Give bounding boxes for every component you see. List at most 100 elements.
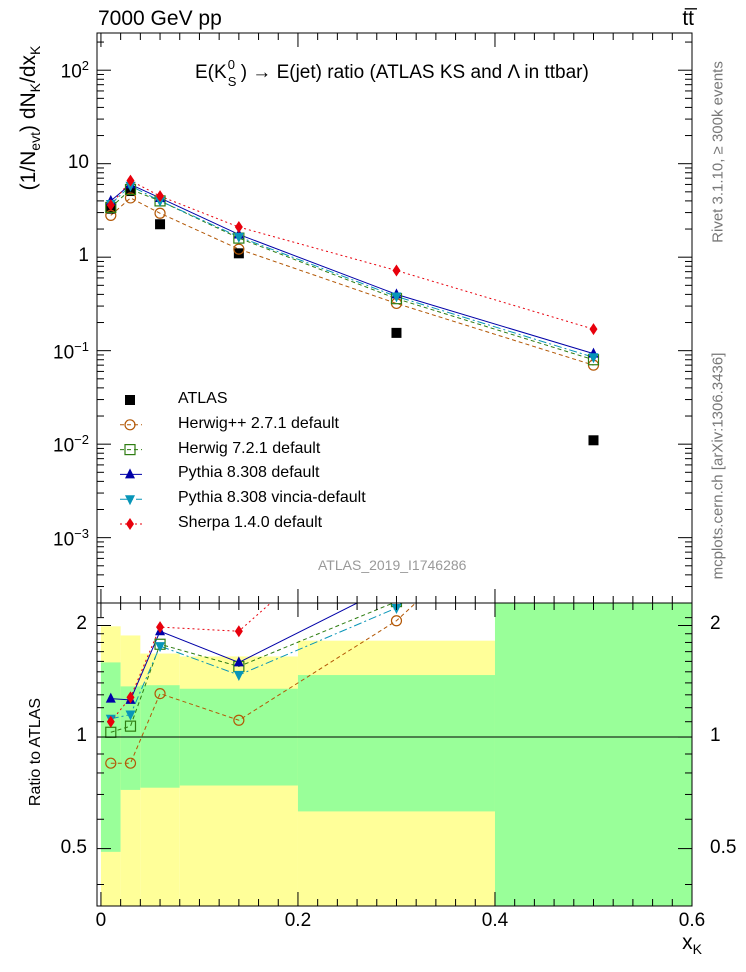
legend-marker — [125, 495, 135, 506]
mcplots-label: mcplots.cern.ch [arXiv:1306.3436] — [709, 352, 727, 580]
title-prefix: E(K — [195, 62, 227, 83]
plot-title: E(K 0 S) → E(jet) ratio (ATLAS KS and Λ in… — [195, 57, 589, 89]
y-tick-label: 10−1 — [53, 338, 89, 363]
ratio-point — [126, 691, 135, 704]
data-point — [233, 248, 244, 259]
ratio-line-2 — [110, 603, 359, 701]
legend-marker — [125, 395, 135, 405]
series-line-2 — [110, 188, 594, 361]
title-sub: S — [227, 74, 237, 89]
data-point — [156, 190, 165, 203]
ratio-markers — [105, 603, 403, 769]
ratio-point — [106, 715, 115, 728]
data-point — [126, 174, 135, 187]
stat-unc-band — [100, 662, 121, 852]
legend-marker — [124, 419, 136, 431]
stat-unc-band — [140, 685, 180, 788]
ratio-point — [105, 692, 116, 703]
y-tick-label: 1 — [78, 245, 89, 267]
ratio-point — [125, 710, 136, 721]
legend-label: Pythia 8.308 vincia-default — [178, 489, 366, 507]
data-point — [588, 353, 599, 364]
y-tick-label: 10 — [67, 151, 89, 173]
data-point — [124, 192, 137, 204]
stat-unc-band — [297, 675, 495, 812]
axes — [96, 32, 693, 907]
ratio-point — [124, 757, 137, 769]
main-y-label: (1/Nevt) dNK/dxK — [17, 46, 43, 191]
ylabel-b-sub: K — [27, 82, 44, 93]
ratio-point — [233, 671, 244, 682]
main-series-lines — [110, 179, 594, 366]
legend-label: Herwig 7.2.1 default — [178, 439, 321, 457]
ratio-y-tick-label-right: 0.5 — [710, 836, 737, 858]
ratio-y-tick-label-right: 2 — [710, 613, 721, 635]
data-point — [391, 292, 402, 303]
title-sup: 0 — [227, 57, 235, 72]
ratio-y-tick-label: 0.5 — [60, 836, 87, 858]
ratio-y-tick-label-right: 1 — [710, 725, 721, 747]
x-axis-label: xK — [682, 931, 702, 957]
ratio-point — [233, 656, 244, 667]
x-tick-label: 0.2 — [284, 910, 312, 931]
legend-label: Pythia 8.308 default — [178, 464, 320, 482]
ratio-point — [105, 757, 117, 769]
series-line-3 — [110, 183, 594, 355]
title-suffix: ) → E(jet) ratio (ATLAS KS and Λ in ttba… — [240, 62, 589, 83]
data-point — [155, 219, 166, 230]
xlabel-sub: K — [692, 941, 702, 958]
ratio-point — [155, 642, 166, 653]
data-point — [588, 435, 599, 446]
ratio-y-tick-label: 1 — [76, 725, 87, 747]
ratio-point — [156, 621, 165, 634]
ylabel-b: ) dN — [16, 92, 40, 133]
stat-unc-band — [494, 603, 692, 906]
series-line-5 — [110, 179, 594, 330]
rivet-label: Rivet 3.1.10, ≥ 300k events — [709, 61, 727, 243]
ratio-y-tick-label: 2 — [76, 613, 87, 635]
ratio-point — [124, 720, 137, 732]
data-point — [233, 232, 244, 243]
data-point — [154, 207, 166, 219]
data-point — [233, 243, 245, 255]
y-tick-label: 102 — [60, 58, 89, 83]
data-point — [392, 264, 401, 277]
legend-marker — [126, 518, 134, 530]
data-point — [125, 181, 136, 192]
data-point — [106, 199, 115, 212]
ylabel-c: /dx — [16, 54, 40, 83]
header-process: tt̅ — [682, 7, 694, 30]
main-markers — [105, 174, 600, 446]
x-tick-label: 0.4 — [481, 910, 509, 931]
data-point — [391, 327, 402, 338]
xlabel-main: x — [682, 931, 693, 954]
ratio-line-3 — [110, 603, 403, 720]
legend-label: ATLAS — [178, 390, 228, 407]
series-line-1 — [110, 197, 594, 366]
ratio-line-1 — [110, 603, 395, 733]
y-tick-label: 10−3 — [53, 525, 89, 550]
ratio-point — [154, 687, 166, 700]
x-tick-label: 0 — [95, 910, 107, 931]
ylabel-c-sub: K — [27, 45, 44, 55]
legend-label: Sherpa 1.4.0 default — [178, 514, 323, 531]
ylabel-a-sub: evt — [27, 132, 44, 151]
ratio-y-label: Ratio to ATLAS — [27, 697, 44, 807]
ratio-point — [390, 615, 403, 627]
data-point — [589, 323, 598, 336]
legend-marker — [124, 444, 136, 456]
ratio-point — [234, 625, 243, 638]
ylabel-a: (1/N — [16, 150, 40, 191]
legend-marker — [125, 468, 135, 479]
header-energy: 7000 GeV pp — [98, 7, 222, 30]
ratio-point — [233, 714, 245, 726]
x-tick-label: 0.6 — [678, 910, 706, 931]
ratio-bands — [100, 603, 692, 906]
legend — [120, 395, 142, 530]
analysis-watermark: ATLAS_2019_I1746286 — [318, 557, 467, 573]
ratio-line-0 — [110, 603, 417, 764]
y-tick-label: 10−2 — [53, 432, 89, 457]
data-point — [234, 221, 243, 234]
legend-label: Herwig++ 2.7.1 default — [178, 414, 339, 432]
